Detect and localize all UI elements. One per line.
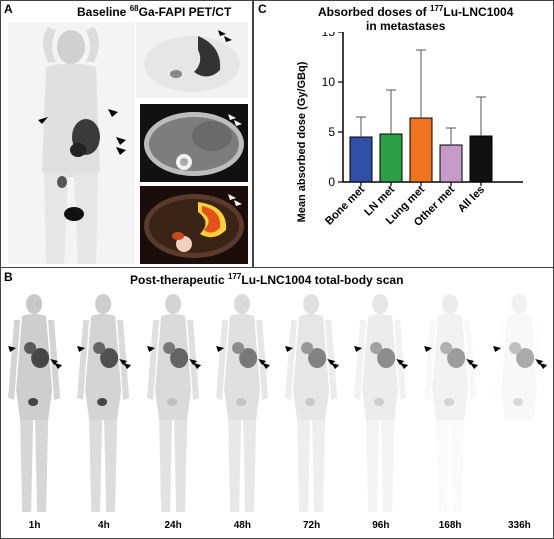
bar-ln-met	[379, 133, 403, 183]
scan-4h: 4h	[69, 290, 138, 535]
panel-c-title-sup: 177	[430, 4, 444, 13]
timepoint-label: 72h	[303, 520, 321, 531]
panel-b-title-sup: 177	[228, 272, 242, 281]
scan-1h: 1h	[0, 290, 69, 535]
timepoint-label: 48h	[233, 520, 251, 531]
timepoint-label: 24h	[164, 520, 182, 531]
panel-c-title-post: Lu-LNC1004	[443, 5, 514, 19]
panel-a-title: Baseline 68Ga-FAPI PET/CT	[77, 4, 231, 19]
timepoint-label: 1h	[28, 520, 41, 531]
panel-a-title-sup: 68	[129, 4, 139, 13]
pet-mip-image	[8, 22, 135, 264]
y-tick-label: 0	[328, 175, 335, 189]
panel-c-title-pre: Absorbed doses of	[318, 5, 431, 19]
x-tick-label: Bone met	[323, 183, 367, 227]
y-axis-label: Mean absorbed dose (Gy/GBq)	[296, 61, 308, 222]
scan-168h: 168h	[416, 290, 485, 535]
axial-ct-image	[140, 104, 248, 182]
panel-b-title-pre: Post-therapeutic	[130, 273, 229, 287]
panel-a-title-pre: Baseline	[77, 5, 130, 19]
panel-c-title-line2: in metastases	[366, 19, 446, 33]
bar-bone-met	[349, 136, 373, 183]
bar-all-les	[469, 135, 493, 183]
timepoint-label: 96h	[372, 520, 390, 531]
scan-48h: 48h	[208, 290, 277, 535]
scan-336h: 336h	[485, 290, 554, 535]
scan-96h: 96h	[346, 290, 415, 535]
axial-pet-image	[136, 22, 248, 98]
panel-a-title-post: Ga-FAPI PET/CT	[138, 5, 232, 19]
timepoint-label: 168h	[438, 520, 462, 531]
timepoint-label: 4h	[98, 520, 110, 531]
bar-lung-met	[409, 117, 433, 183]
y-tick-label: 15	[322, 32, 336, 39]
x-tick-label: All les	[456, 184, 487, 215]
scan-72h: 72h	[277, 290, 346, 535]
y-tick-label: 5	[328, 125, 335, 139]
panel-b-title-post: Lu-LNC1004 total-body scan	[241, 273, 404, 287]
total-body-scan-row: 1h 4h 24h 48h 72h 96h 168h 336h	[0, 290, 554, 535]
y-tick-label: 10	[322, 75, 336, 89]
panel-c-letter: C	[258, 2, 267, 16]
panel-b-title: Post-therapeutic 177Lu-LNC1004 total-bod…	[130, 272, 403, 287]
dose-bar-chart: Mean absorbed dose (Gy/GBq) 0 5 10 15 Bone m…	[296, 32, 523, 229]
timepoint-label: 336h	[507, 520, 531, 531]
panel-a-letter: A	[4, 2, 13, 16]
fused-petct-image	[140, 186, 248, 264]
panel-c-title-line1: Absorbed doses of 177Lu-LNC1004	[318, 4, 513, 19]
panel-b-letter: B	[4, 270, 13, 284]
bar-other-met	[439, 144, 463, 183]
scan-24h: 24h	[139, 290, 208, 535]
